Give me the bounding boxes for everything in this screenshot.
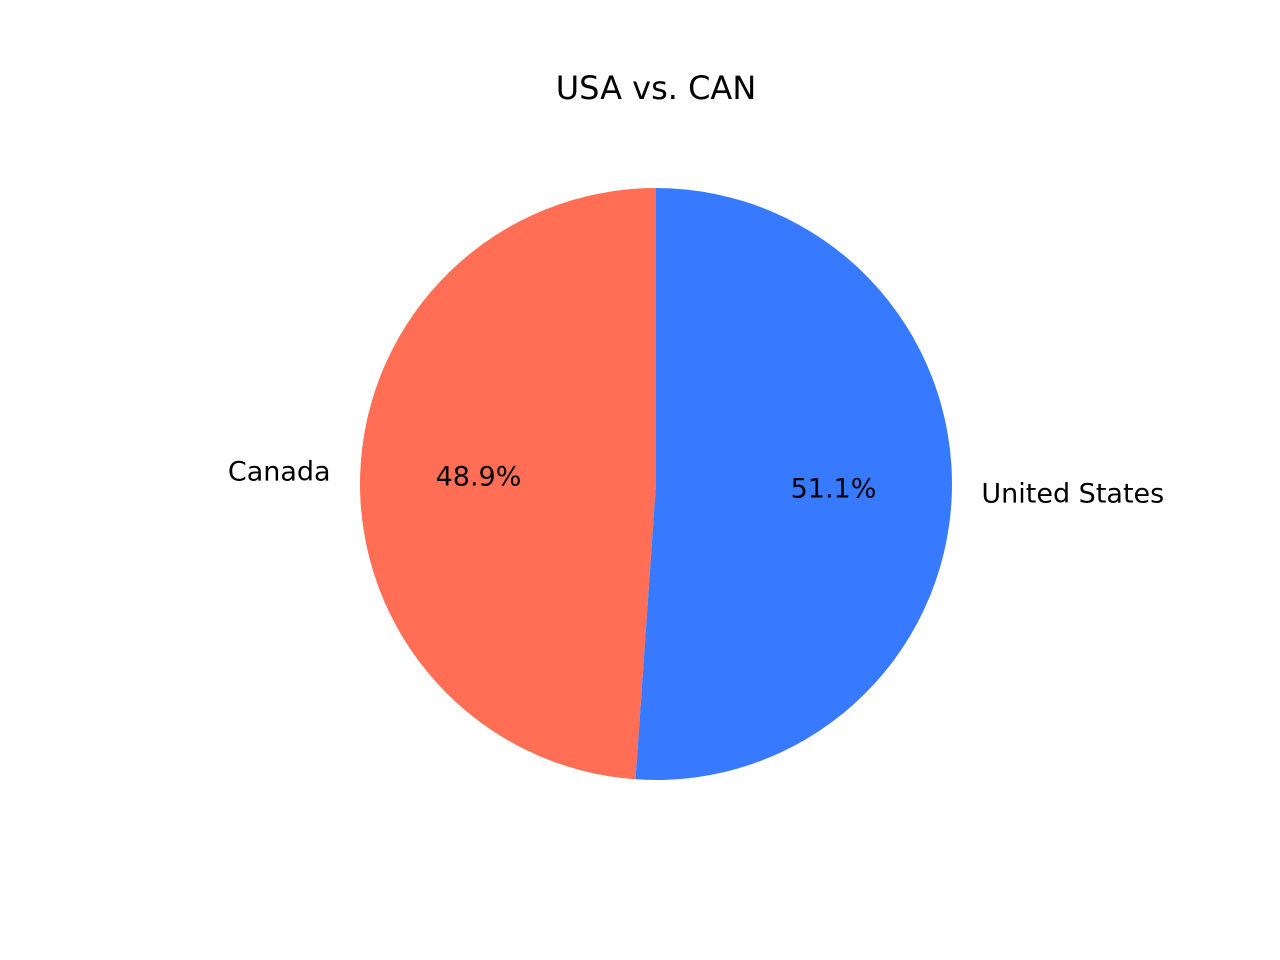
pie-slice-canada xyxy=(360,188,656,780)
slice-label: Canada xyxy=(228,456,331,487)
slice-label: United States xyxy=(981,479,1164,510)
slice-percent-label: 51.1% xyxy=(791,474,877,505)
pie-slices xyxy=(360,188,953,780)
pie-labels: Canada 48.9% United States 51.1% xyxy=(228,456,1164,509)
pie-slice-united-states xyxy=(635,188,953,780)
chart-title: USA vs. CAN xyxy=(556,69,757,107)
slice-percent-label: 48.9% xyxy=(436,461,522,492)
